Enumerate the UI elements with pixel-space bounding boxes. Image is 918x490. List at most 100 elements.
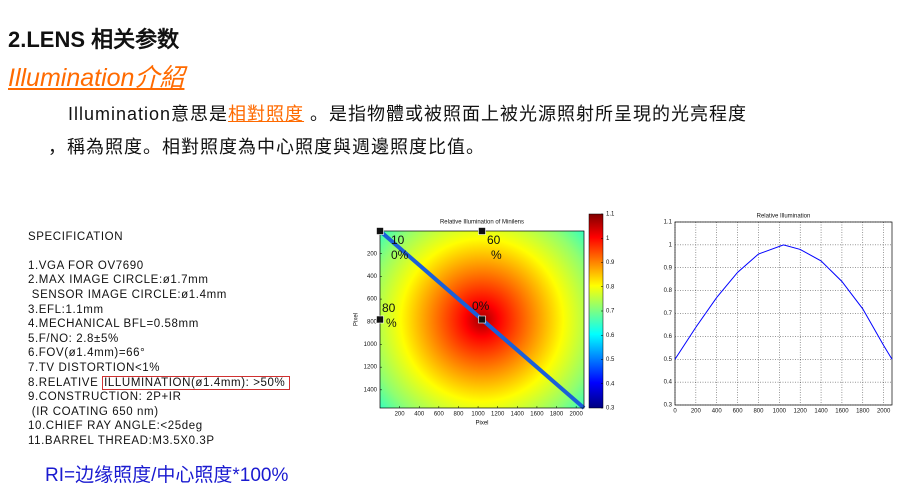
- annotation: %: [386, 316, 397, 330]
- y-tick-label: 600: [367, 297, 378, 303]
- spec-items: 1.VGA FOR OV7690 2.MAX IMAGE CIRCLE:ø1.7m…: [28, 259, 291, 449]
- y-tick-label: 0.6: [664, 334, 673, 340]
- x-tick-label: 1600: [530, 412, 544, 418]
- x-tick-label: 600: [434, 412, 445, 418]
- x-tick-label: 200: [395, 412, 406, 418]
- annotation: %: [491, 248, 502, 262]
- spec-item: (IR COATING 650 nm): [28, 405, 290, 420]
- annotation: 0%: [472, 299, 490, 313]
- chart-title: Relative Illumination of Minilens: [440, 220, 524, 226]
- spec-text: (IR COATING 650 nm): [28, 405, 159, 418]
- y-tick-label: 800: [367, 319, 378, 325]
- colorbar: [588, 213, 604, 409]
- spec-text: SENSOR IMAGE CIRCLE:ø1.4mm: [28, 288, 227, 301]
- x-tick-label: 1800: [856, 409, 870, 415]
- y-tick-label: 1000: [364, 342, 378, 348]
- spec-item: 9.CONSTRUCTION: 2P+IR: [28, 390, 290, 405]
- y-tick-label: 400: [367, 274, 378, 280]
- spec-text: 10.CHIEF RAY ANGLE:<25deg: [28, 420, 203, 433]
- colorbar-tick-label: 0.4: [606, 381, 615, 387]
- x-tick-label: 600: [733, 409, 744, 415]
- x-tick-label: 800: [453, 412, 464, 418]
- spec-item: 2.MAX IMAGE CIRCLE:ø1.7mm: [28, 273, 290, 288]
- marker: [478, 227, 486, 235]
- y-tick-label: 1400: [364, 387, 378, 393]
- y-tick-label: 1: [669, 242, 673, 248]
- chart-title: Relative Illumination: [757, 214, 811, 220]
- annotation: 10: [391, 233, 405, 247]
- x-tick-label: 400: [414, 412, 425, 418]
- x-tick-label: 1200: [491, 412, 505, 418]
- y-tick-label: 200: [367, 251, 378, 257]
- y-tick-label: 0.3: [664, 403, 673, 409]
- heading: 2.LENS 相关参数: [8, 27, 180, 52]
- spec-text: 9.CONSTRUCTION: 2P+IR: [28, 391, 182, 404]
- x-tick-label: 1800: [550, 412, 564, 418]
- x-tick-label: 400: [712, 409, 723, 415]
- x-tick-label: 1400: [511, 412, 525, 418]
- spec-text: 2.MAX IMAGE CIRCLE:ø1.7mm: [28, 274, 209, 287]
- spec-text: 1.VGA FOR OV7690: [28, 259, 144, 272]
- colorbar-tick-label: 1.1: [606, 212, 615, 218]
- spec-item: 8.RELATIVE ILLUMINATION(ø1.4mm): >50%: [28, 375, 291, 391]
- y-tick-label: 1200: [364, 365, 378, 371]
- colorbar-tick-label: 0.6: [606, 333, 615, 339]
- spec-item: 11.BARREL THREAD:M3.5X0.3P: [28, 434, 290, 449]
- colorbar-tick-label: 1: [606, 236, 610, 242]
- text: 。是指物體或被照面上被光源照射所呈現的光亮程度: [304, 104, 748, 124]
- y-tick-label: 0.9: [664, 265, 673, 271]
- spec-text: 6.FOV(ø1.4mm)=66°: [28, 347, 146, 360]
- colorbar-tick-label: 0.8: [606, 284, 615, 290]
- x-tick-label: 1400: [814, 409, 828, 415]
- spec-item: 3.EFL:1.1mm: [28, 303, 290, 318]
- spec-text: 7.TV DISTORTION<1%: [28, 361, 161, 374]
- spec-item: 5.F/NO: 2.8±5%: [28, 332, 290, 347]
- x-tick-label: 1000: [773, 409, 787, 415]
- link[interactable]: 相對照度: [228, 104, 305, 124]
- x-tick-label: 800: [753, 409, 764, 415]
- colorbar-tick-label: 0.3: [606, 406, 615, 412]
- y-tick-label: 1.1: [664, 220, 673, 226]
- y-tick-label: 0.5: [664, 357, 673, 363]
- colorbar-tick-label: 0.7: [606, 309, 615, 315]
- spec-item: 7.TV DISTORTION<1%: [28, 361, 290, 376]
- x-tick-label: 2000: [569, 412, 583, 418]
- spec-item: 6.FOV(ø1.4mm)=66°: [28, 346, 290, 361]
- x-tick-label: 1200: [794, 409, 808, 415]
- colorbar-tick-label: 0.5: [606, 357, 615, 363]
- paragraph-line: Illumination意思是相對照度 。是指物體或被照面上被光源照射所呈現的光…: [68, 100, 747, 126]
- spec-item: SENSOR IMAGE CIRCLE:ø1.4mm: [28, 288, 290, 303]
- y-tick-label: 0.7: [664, 311, 673, 317]
- x-tick-label: 0: [673, 409, 677, 415]
- x-axis-label: Pixel: [475, 421, 488, 427]
- subheading: Illumination介紹: [8, 64, 185, 92]
- spec-text: 8.RELATIVE: [28, 376, 103, 389]
- marker: [376, 315, 384, 324]
- annotation: 80: [382, 301, 396, 315]
- x-tick-label: 1600: [835, 409, 849, 415]
- y-tick-label: 0.8: [664, 288, 673, 294]
- spec-text: 3.EFL:1.1mm: [28, 303, 104, 316]
- spec-title: SPECIFICATION: [28, 230, 124, 243]
- annotation: 60: [487, 233, 501, 247]
- text: Illumination意思是: [68, 104, 229, 124]
- spec-text: 11.BARREL THREAD:M3.5X0.3P: [28, 434, 215, 447]
- x-tick-label: 2000: [877, 409, 891, 415]
- marker: [478, 315, 486, 324]
- x-tick-label: 200: [691, 409, 702, 415]
- paragraph-line: ，稱為照度。相對照度為中心照度與週邊照度比值。: [48, 137, 485, 157]
- spec-text: 4.MECHANICAL BFL=0.58mm: [28, 318, 199, 331]
- spec-item: 10.CHIEF RAY ANGLE:<25deg: [28, 419, 290, 434]
- x-tick-label: 1000: [471, 412, 485, 418]
- spec-highlight: ILLUMINATION(ø1.4mm): >50%: [102, 375, 291, 390]
- line-series: [674, 244, 893, 360]
- y-axis-label: Pixel: [354, 313, 360, 326]
- y-tick-label: 0.4: [664, 380, 673, 386]
- spec-text: 5.F/NO: 2.8±5%: [28, 332, 119, 345]
- spec-list: SPECIFICATION 1.VGA FOR OV7690 2.MAX IMAG…: [28, 215, 291, 463]
- spec-item: 1.VGA FOR OV7690: [28, 259, 290, 274]
- formula: RI=边缘照度/中心照度*100%: [45, 465, 289, 486]
- spec-item: 4.MECHANICAL BFL=0.58mm: [28, 317, 290, 332]
